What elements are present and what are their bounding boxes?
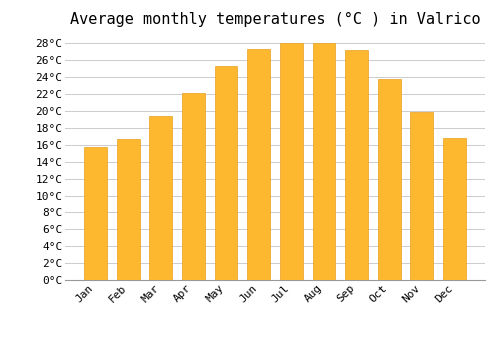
Title: Average monthly temperatures (°C ) in Valrico: Average monthly temperatures (°C ) in Va… <box>70 12 480 27</box>
Bar <box>410 112 434 280</box>
Bar <box>312 43 336 280</box>
Bar <box>345 50 368 280</box>
Bar <box>182 93 205 280</box>
Bar <box>84 147 107 280</box>
Bar <box>443 138 466 280</box>
Bar <box>248 49 270 280</box>
Bar <box>214 66 238 280</box>
Bar <box>150 116 172 280</box>
Bar <box>116 139 140 280</box>
Bar <box>280 43 302 280</box>
Bar <box>378 79 400 280</box>
